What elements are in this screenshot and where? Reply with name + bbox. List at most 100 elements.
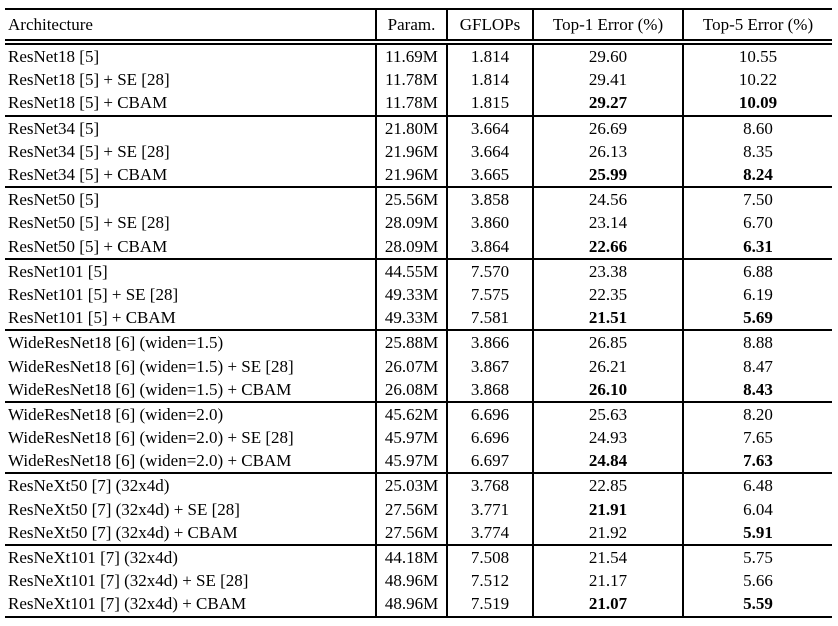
architecture-cell: ResNet50 [5] + SE [28] bbox=[5, 211, 377, 235]
top1-error-cell: 21.17 bbox=[533, 569, 684, 593]
architecture-cell: ResNet18 [5] + SE [28] bbox=[5, 68, 377, 92]
gflops-cell: 7.581 bbox=[447, 306, 534, 331]
header-gflops: GFLOPs bbox=[447, 9, 534, 45]
architecture-cell: WideResNet18 [6] (widen=1.5) + CBAM bbox=[5, 377, 377, 402]
param-cell: 11.69M bbox=[376, 40, 448, 69]
top1-error-cell: 21.51 bbox=[533, 306, 684, 331]
table-row: WideResNet18 [6] (widen=1.5) 25.88M 3.866 2… bbox=[5, 329, 832, 355]
top5-error-cell: 6.31 bbox=[743, 236, 773, 256]
top5-error-cell: 7.65 bbox=[743, 428, 773, 448]
top5-error-cell: 8.20 bbox=[683, 400, 832, 426]
top1-error-cell: 22.85 bbox=[533, 472, 684, 498]
gflops-cell: 6.696 bbox=[447, 400, 534, 426]
param-cell: 49.33M bbox=[376, 306, 448, 331]
header-param: Param. bbox=[376, 9, 448, 45]
table-row: ResNet101 [5] 44.55M 7.570 23.38 6.88 bbox=[5, 257, 832, 283]
top5-error-cell: 5.75 bbox=[683, 543, 832, 570]
gflops-cell: 7.512 bbox=[447, 569, 534, 593]
gflops-cell: 6.697 bbox=[447, 449, 534, 474]
gflops-cell: 3.774 bbox=[447, 520, 534, 545]
top5-error-cell: 5.91 bbox=[743, 522, 773, 542]
architecture-cell: ResNet34 [5] + SE [28] bbox=[5, 139, 377, 163]
table-row: ResNet50 [5] + CBAM 28.09M 3.864 22.66 6.31 bbox=[5, 234, 832, 259]
gflops-cell: 3.866 bbox=[447, 329, 534, 355]
header-architecture: Architecture bbox=[5, 9, 377, 45]
param-cell: 25.03M bbox=[376, 472, 448, 498]
top1-error-cell: 23.38 bbox=[533, 257, 684, 283]
top5-error-cell: 6.19 bbox=[743, 284, 773, 304]
architecture-cell: ResNet101 [5] + CBAM bbox=[5, 306, 377, 331]
gflops-cell: 1.815 bbox=[447, 91, 534, 116]
top1-error-cell: 26.69 bbox=[533, 114, 684, 140]
table-row: ResNet101 [5] + SE [28] 49.33M 7.575 22.35 6… bbox=[5, 282, 832, 307]
top1-error-cell: 29.27 bbox=[533, 91, 684, 116]
architecture-cell: ResNeXt101 [7] (32x4d) bbox=[5, 543, 377, 570]
architecture-cell: ResNet18 [5] bbox=[5, 40, 377, 69]
param-cell: 11.78M bbox=[376, 91, 448, 116]
param-cell: 25.56M bbox=[376, 186, 448, 212]
param-cell: 48.96M bbox=[376, 592, 448, 617]
top5-error-cell: 8.60 bbox=[683, 114, 832, 140]
gflops-cell: 7.519 bbox=[447, 592, 534, 617]
table-row: ResNeXt101 [7] (32x4d) + CBAM 48.96M 7.519… bbox=[5, 592, 832, 617]
gflops-cell: 3.860 bbox=[447, 211, 534, 235]
top5-error-cell: 10.09 bbox=[738, 93, 778, 113]
architecture-cell: ResNeXt50 [7] (32x4d) bbox=[5, 472, 377, 498]
architecture-cell: ResNeXt101 [7] (32x4d) + SE [28] bbox=[5, 569, 377, 593]
top5-error-cell: 6.04 bbox=[743, 499, 773, 519]
gflops-cell: 3.868 bbox=[447, 377, 534, 402]
top1-error-cell: 24.56 bbox=[533, 186, 684, 212]
param-cell: 21.96M bbox=[376, 162, 448, 188]
param-cell: 44.18M bbox=[376, 543, 448, 570]
table-row: ResNet18 [5] 11.69M 1.814 29.60 10.55 bbox=[5, 40, 832, 69]
gflops-cell: 3.858 bbox=[447, 186, 534, 212]
gflops-cell: 3.768 bbox=[447, 472, 534, 498]
architecture-cell: ResNeXt50 [7] (32x4d) + SE [28] bbox=[5, 497, 377, 521]
param-cell: 26.07M bbox=[376, 354, 448, 378]
top1-error-cell: 21.92 bbox=[533, 520, 684, 545]
top1-error-cell: 26.85 bbox=[533, 329, 684, 355]
table-row: ResNeXt50 [7] (32x4d) + SE [28] 27.56M 3.7… bbox=[5, 497, 832, 521]
table-row: WideResNet18 [6] (widen=1.5) + SE [28] 26… bbox=[5, 354, 832, 378]
top1-error-cell: 29.60 bbox=[533, 40, 684, 69]
top5-error-cell: 8.47 bbox=[743, 356, 773, 376]
top1-error-cell: 22.35 bbox=[533, 282, 684, 307]
top5-error-cell: 8.43 bbox=[743, 379, 773, 399]
top5-error-cell: 6.88 bbox=[683, 257, 832, 283]
table-row: ResNet18 [5] + CBAM 11.78M 1.815 29.27 10.09 bbox=[5, 91, 832, 116]
top5-error-cell: 6.48 bbox=[683, 472, 832, 498]
results-table: Architecture Param. GFLOPs Top-1 Error (… bbox=[5, 8, 832, 618]
top5-error-cell: 7.50 bbox=[683, 186, 832, 212]
architecture-cell: ResNet18 [5] + CBAM bbox=[5, 91, 377, 116]
top1-error-cell: 26.10 bbox=[533, 377, 684, 402]
architecture-cell: WideResNet18 [6] (widen=1.5) bbox=[5, 329, 377, 355]
architecture-cell: ResNet50 [5] bbox=[5, 186, 377, 212]
top5-error-cell: 6.70 bbox=[743, 213, 773, 233]
table-row: ResNet34 [5] 21.80M 3.664 26.69 8.60 bbox=[5, 114, 832, 140]
architecture-cell: ResNet50 [5] + CBAM bbox=[5, 234, 377, 259]
gflops-cell: 1.814 bbox=[447, 68, 534, 92]
table-row: ResNeXt50 [7] (32x4d) 25.03M 3.768 22.85 6.4… bbox=[5, 472, 832, 498]
table-row: ResNet50 [5] 25.56M 3.858 24.56 7.50 bbox=[5, 186, 832, 212]
param-cell: 27.56M bbox=[376, 497, 448, 521]
param-cell: 11.78M bbox=[376, 68, 448, 92]
gflops-cell: 7.570 bbox=[447, 257, 534, 283]
table-row: ResNet34 [5] + SE [28] 21.96M 3.664 26.13 8.… bbox=[5, 139, 832, 163]
top5-error-cell: 7.63 bbox=[743, 451, 773, 471]
gflops-cell: 3.665 bbox=[447, 162, 534, 188]
table-row: WideResNet18 [6] (widen=2.0) + SE [28] 45… bbox=[5, 426, 832, 450]
param-cell: 48.96M bbox=[376, 569, 448, 593]
table-row: ResNeXt101 [7] (32x4d) + SE [28] 48.96M 7.… bbox=[5, 569, 832, 593]
param-cell: 45.97M bbox=[376, 426, 448, 450]
top1-error-cell: 21.07 bbox=[533, 592, 684, 617]
gflops-cell: 3.664 bbox=[447, 114, 534, 140]
param-cell: 28.09M bbox=[376, 234, 448, 259]
gflops-cell: 7.508 bbox=[447, 543, 534, 570]
gflops-cell: 7.575 bbox=[447, 282, 534, 307]
architecture-cell: ResNet101 [5] bbox=[5, 257, 377, 283]
architecture-cell: WideResNet18 [6] (widen=2.0) + CBAM bbox=[5, 449, 377, 474]
table-row: WideResNet18 [6] (widen=1.5) + CBAM 26.08… bbox=[5, 377, 832, 402]
top5-error-cell: 10.55 bbox=[683, 40, 832, 69]
top1-error-cell: 24.93 bbox=[533, 426, 684, 450]
